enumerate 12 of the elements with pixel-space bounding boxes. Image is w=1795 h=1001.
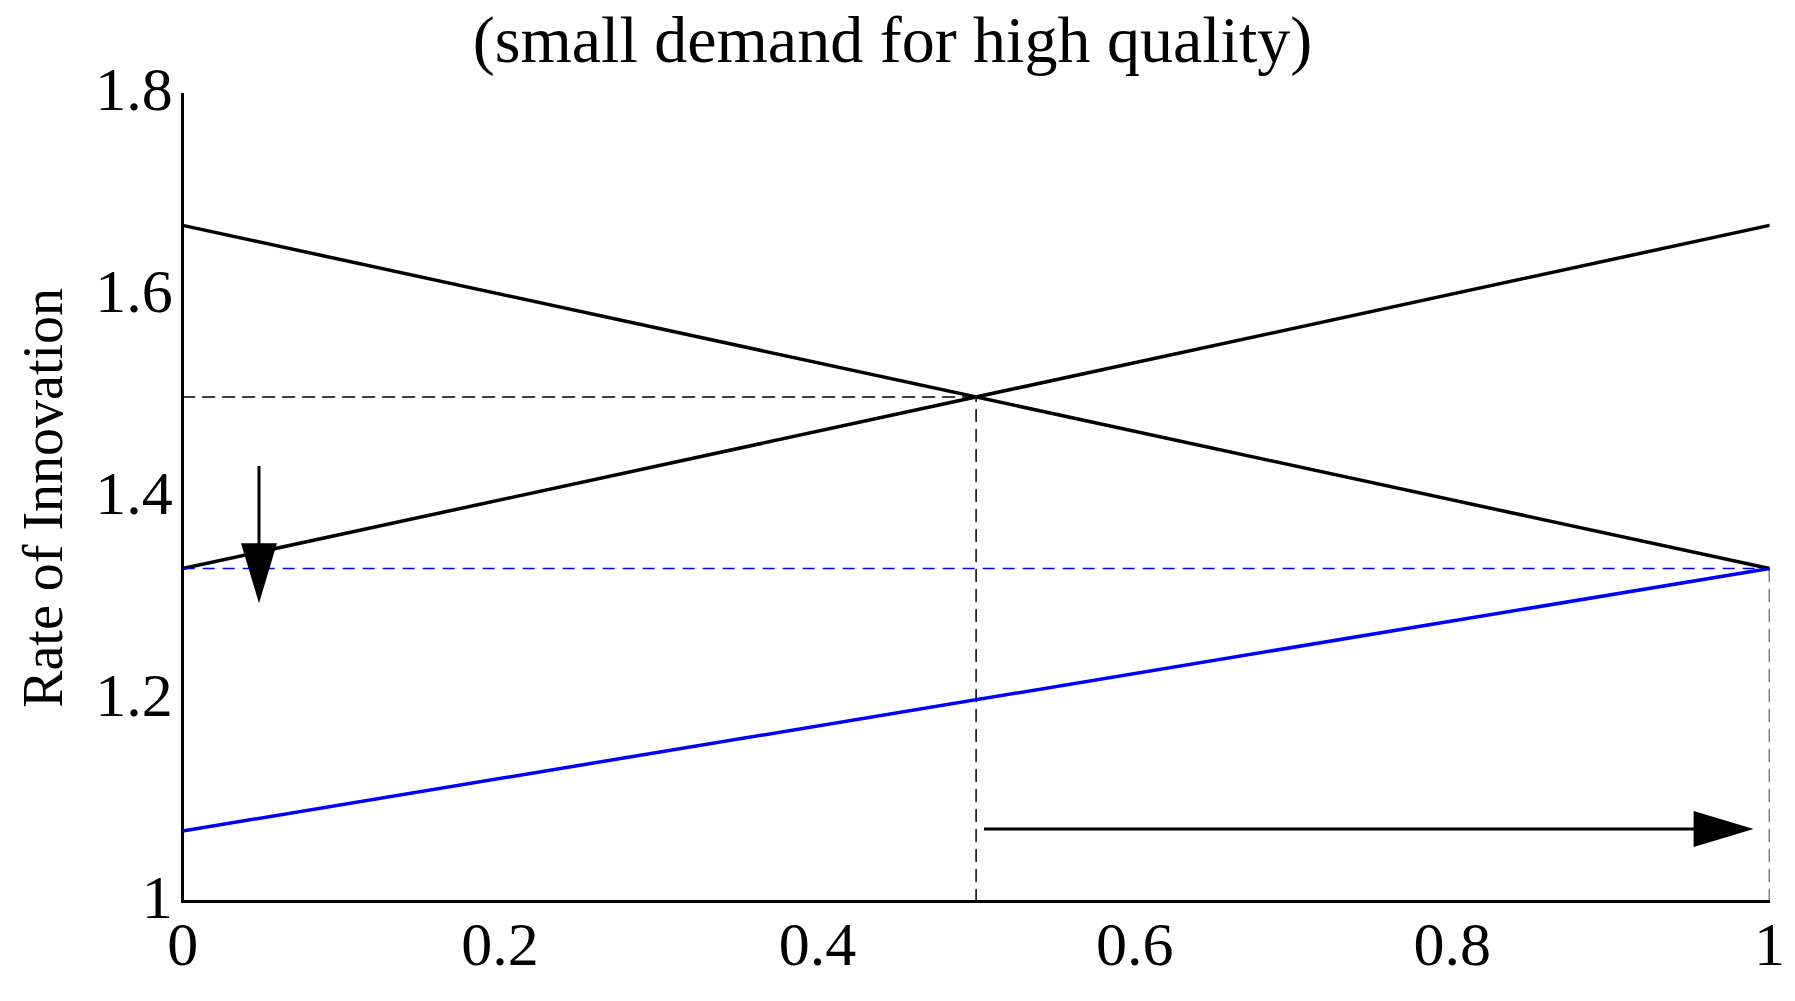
x-tick-label: 0.2 xyxy=(461,910,539,979)
y-tick-label: 1.4 xyxy=(95,459,173,528)
x-tick-label: 0.4 xyxy=(778,910,857,979)
y-tick-label: 1.8 xyxy=(95,55,173,124)
y-axis-title: Rate of Innovation xyxy=(12,287,75,708)
chart-title: (small demand for high quality) xyxy=(472,2,1313,77)
x-tick-label: 0.6 xyxy=(1096,910,1174,979)
y-tick-label: 1.6 xyxy=(95,257,173,326)
y-tick-label: 1 xyxy=(141,862,173,931)
x-tick-label: 1 xyxy=(1754,910,1785,979)
x-tick-label: 0.8 xyxy=(1413,910,1491,979)
y-tick-label: 1.2 xyxy=(95,661,173,730)
